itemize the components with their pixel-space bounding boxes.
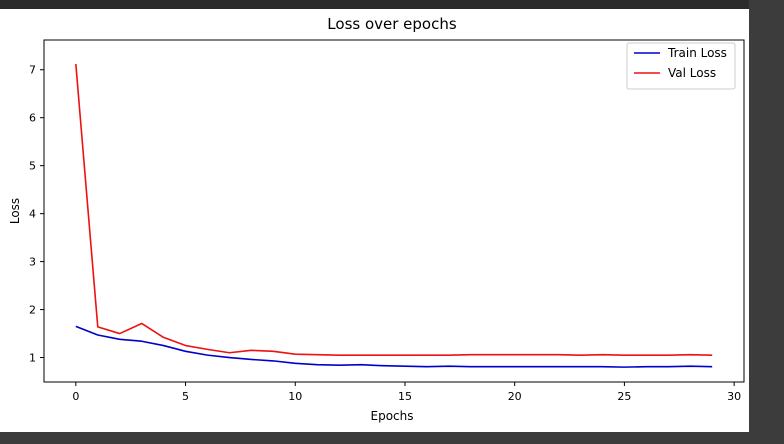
y-tick-label: 7 xyxy=(29,64,36,77)
series-line-val-loss xyxy=(75,63,713,356)
x-tick-label: 20 xyxy=(508,390,522,403)
loss-chart: Loss over epochs 0 5 10 15 20 25 30 1 2 3 4 5 6 7 Epo… xyxy=(8,15,745,423)
x-tick-label: 25 xyxy=(617,390,631,403)
series-layer xyxy=(75,63,713,368)
legend-box xyxy=(626,42,736,90)
figure-canvas: Loss over epochs 0 5 10 15 20 25 30 1 2 3 4 5 6 7 Epo… xyxy=(0,9,749,432)
y-axis-label: Loss xyxy=(8,198,22,224)
y-tick-label: 5 xyxy=(29,160,36,173)
chart-title: Loss over epochs xyxy=(327,15,457,33)
window-edge-right xyxy=(749,0,784,444)
legend-label-val: Val Loss xyxy=(668,66,716,80)
y-tick-label: 2 xyxy=(29,304,36,317)
x-tick-label: 30 xyxy=(727,390,741,403)
y-tick-label: 3 xyxy=(29,256,36,269)
window-edge-bottom xyxy=(0,432,749,444)
y-tick-label: 1 xyxy=(29,352,36,365)
x-tick-label: 0 xyxy=(72,390,79,403)
y-tick-label: 6 xyxy=(29,112,36,125)
tick-layer: 0 5 10 15 20 25 30 1 2 3 4 5 6 7 xyxy=(29,64,741,403)
x-axis-label: Epochs xyxy=(371,409,414,423)
plot-frame xyxy=(43,39,745,383)
x-tick-label: 10 xyxy=(288,390,302,403)
x-tick-label: 15 xyxy=(398,390,412,403)
legend-label-train: Train Loss xyxy=(667,46,727,60)
series-line-train-loss xyxy=(75,325,713,368)
y-tick-label: 4 xyxy=(29,208,36,221)
x-tick-label: 5 xyxy=(182,390,189,403)
legend: Train Loss Val Loss xyxy=(626,42,736,90)
